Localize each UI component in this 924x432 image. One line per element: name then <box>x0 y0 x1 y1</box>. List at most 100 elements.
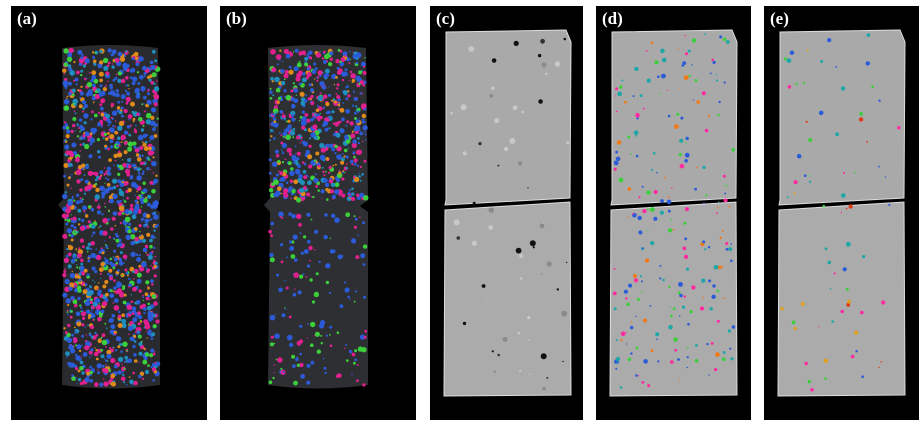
void <box>635 112 640 118</box>
void <box>146 213 151 219</box>
void <box>728 247 733 252</box>
void <box>132 229 134 232</box>
void <box>67 264 72 269</box>
void <box>325 170 327 173</box>
void <box>136 191 138 193</box>
void <box>554 61 561 67</box>
void <box>71 374 74 377</box>
void <box>310 360 315 365</box>
void <box>295 357 299 362</box>
void <box>329 325 333 329</box>
void <box>127 84 130 87</box>
void <box>146 225 149 228</box>
void <box>118 205 125 212</box>
void <box>860 310 864 315</box>
void <box>639 94 643 98</box>
void <box>135 62 140 67</box>
void <box>711 294 716 299</box>
void <box>109 293 115 299</box>
void <box>284 280 286 282</box>
void <box>728 205 731 208</box>
void <box>630 325 634 330</box>
void <box>89 298 93 302</box>
void <box>83 174 86 176</box>
void <box>131 312 135 316</box>
void <box>77 296 81 301</box>
void <box>82 316 86 320</box>
void <box>72 123 76 128</box>
void <box>119 251 123 255</box>
void <box>104 358 106 360</box>
void <box>268 171 272 175</box>
void <box>107 272 110 276</box>
void <box>75 248 78 251</box>
void <box>141 238 147 243</box>
void <box>292 292 297 297</box>
void <box>670 360 674 364</box>
void <box>139 112 141 115</box>
void <box>288 240 293 244</box>
void <box>99 78 103 83</box>
void <box>80 178 84 181</box>
void <box>142 189 145 193</box>
void <box>106 262 109 265</box>
void <box>324 146 327 149</box>
void <box>72 117 77 121</box>
void <box>364 130 366 133</box>
void <box>793 326 797 331</box>
void <box>151 250 154 253</box>
void <box>149 291 151 294</box>
void <box>301 140 307 145</box>
void <box>71 173 73 176</box>
void <box>688 74 691 78</box>
void <box>79 306 83 309</box>
void <box>100 123 104 126</box>
void <box>328 86 330 88</box>
void <box>362 221 366 225</box>
void <box>131 81 136 86</box>
void <box>77 357 82 362</box>
void <box>122 300 127 305</box>
void <box>90 335 94 339</box>
void <box>117 345 121 349</box>
void <box>63 257 70 263</box>
void <box>126 350 128 353</box>
void <box>649 207 655 212</box>
void <box>345 155 349 159</box>
void <box>115 234 119 238</box>
void <box>121 363 123 365</box>
void <box>275 111 278 114</box>
void <box>129 379 134 385</box>
void <box>95 349 98 352</box>
void <box>686 346 689 349</box>
void <box>152 352 156 356</box>
void <box>339 49 343 53</box>
void <box>282 371 285 373</box>
void <box>345 124 348 127</box>
void <box>339 60 342 64</box>
void <box>299 142 301 144</box>
void <box>145 296 150 301</box>
void <box>471 240 478 246</box>
void <box>73 256 77 259</box>
void <box>615 110 618 113</box>
void <box>334 163 337 166</box>
void <box>269 252 274 258</box>
void <box>316 97 318 99</box>
void <box>615 362 618 364</box>
void <box>281 114 286 119</box>
void <box>704 248 707 251</box>
void <box>91 234 93 237</box>
void <box>113 330 118 335</box>
void <box>94 178 98 182</box>
void <box>107 365 109 367</box>
void <box>344 287 350 293</box>
void <box>128 286 131 288</box>
void <box>141 303 146 308</box>
void <box>283 78 286 81</box>
void <box>702 165 706 170</box>
void <box>89 137 95 143</box>
void <box>291 117 296 122</box>
void <box>117 323 123 328</box>
